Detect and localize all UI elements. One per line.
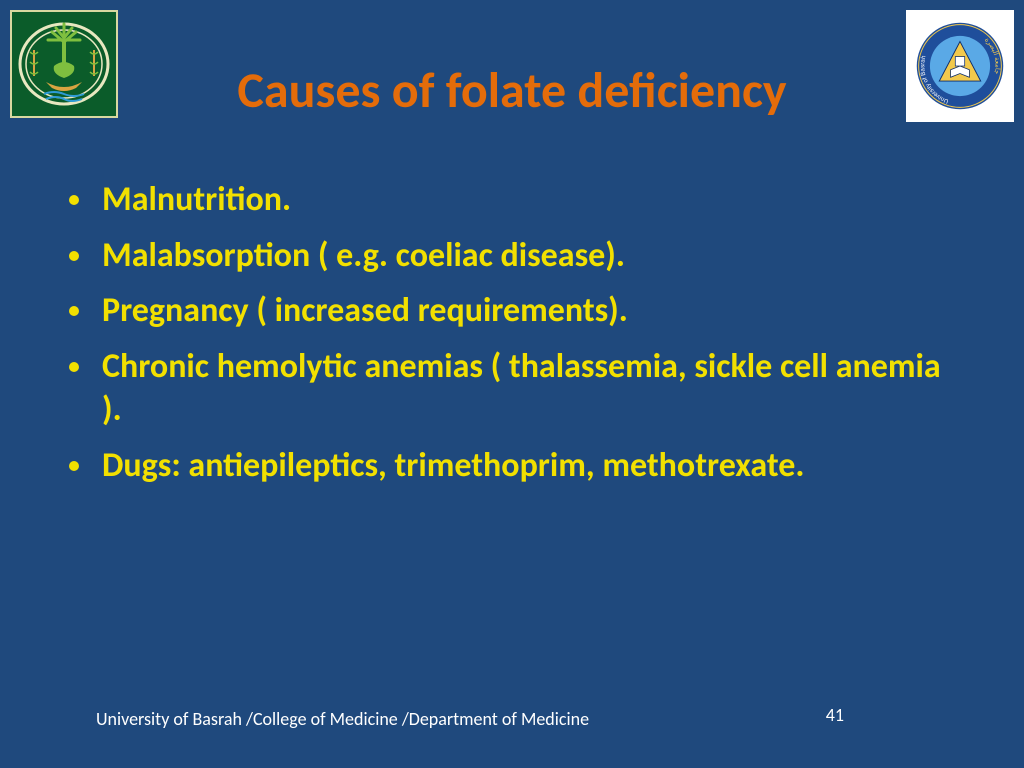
page-number: 41 (826, 704, 844, 726)
bullet-item: Chronic hemolytic anemias ( thalassemia,… (96, 345, 964, 432)
bullet-item: Dugs: antiepileptics, trimethoprim, meth… (96, 444, 964, 488)
bullet-item: Malabsorption ( e.g. coeliac disease). (96, 234, 964, 278)
bullet-list: Malnutrition. Malabsorption ( e.g. coeli… (96, 178, 964, 499)
bullet-item: Pregnancy ( increased requirements). (96, 289, 964, 333)
slide-title: Causes of folate deficiency (0, 60, 1024, 121)
footer-text: University of Basrah /College of Medicin… (96, 708, 589, 730)
bullet-item: Malnutrition. (96, 178, 964, 222)
